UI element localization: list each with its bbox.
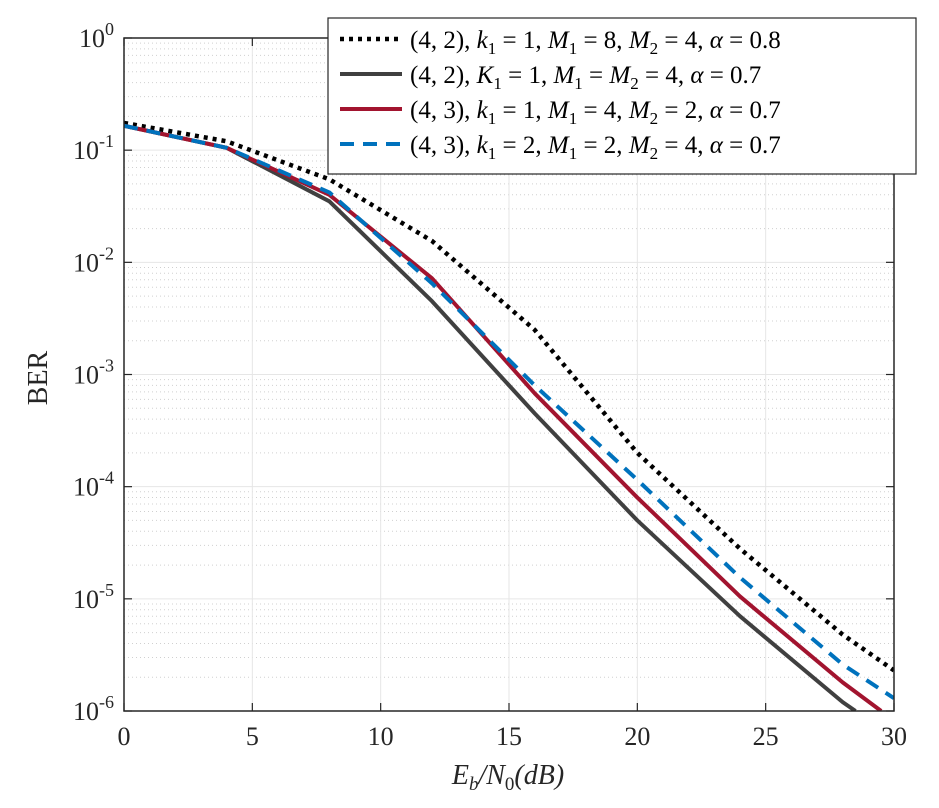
- series-line-1: [124, 120, 894, 673]
- legend-label-2: (4, 2), K1 = 1, M1 = M2 = 4, α = 0.7: [410, 62, 761, 93]
- x-tick-label: 15: [496, 722, 522, 751]
- y-axis-label: BER: [23, 350, 54, 405]
- y-tick-label: 10-3: [73, 356, 114, 390]
- x-tick-label: 30: [881, 722, 907, 751]
- series-layer: [124, 120, 894, 711]
- y-tick-labels: 100 10-1 10-2 10-3 10-4 10-5 10-6: [73, 19, 114, 726]
- y-tick-label: 10-5: [73, 580, 114, 614]
- legend-box: [327, 17, 917, 175]
- legend-label-3: (4, 3), k1 = 1, M1 = 4, M2 = 2, α = 0.7: [410, 97, 781, 128]
- y-tick-label: 10-4: [73, 468, 114, 502]
- series-line-4: [124, 123, 894, 700]
- x-axis-label: Eb/N0(dB): [451, 760, 564, 795]
- x-tick-label: 10: [368, 722, 394, 751]
- y-tick-label: 10-2: [73, 243, 114, 277]
- legend-label-4: (4, 3), k1 = 2, M1 = 2, M2 = 4, α = 0.7: [410, 132, 781, 163]
- x-tick-label: 0: [118, 722, 131, 751]
- x-tick-label: 5: [246, 722, 259, 751]
- y-tick-label: 10-1: [73, 131, 114, 165]
- legend: (4, 2), k1 = 1, M1 = 8, M2 = 4, α = 0.8 (…: [327, 17, 917, 175]
- y-tick-label: 100: [79, 19, 114, 53]
- y-tick-label: 10-6: [73, 692, 114, 726]
- x-tick-labels: 0 5 10 15 20 25 30: [118, 722, 908, 751]
- x-tick-label: 20: [624, 722, 650, 751]
- legend-label-1: (4, 2), k1 = 1, M1 = 8, M2 = 4, α = 0.8: [410, 27, 781, 58]
- x-tick-label: 25: [753, 722, 779, 751]
